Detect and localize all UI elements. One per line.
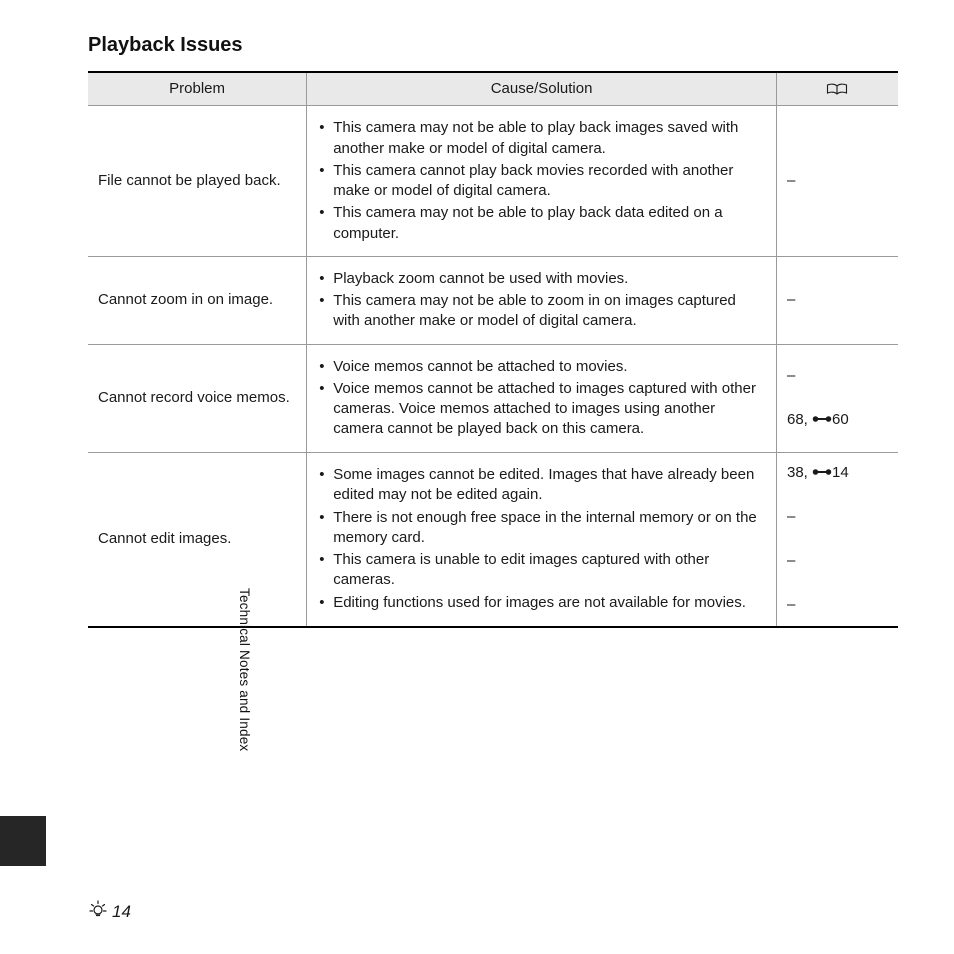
- cause-item: Editing functions used for images are no…: [317, 593, 766, 613]
- page-number: 14: [88, 899, 131, 924]
- cause-list: Voice memos cannot be attached to movies…: [317, 357, 766, 440]
- cell-reference: –: [776, 256, 898, 344]
- reference-line: –: [787, 366, 888, 386]
- cause-item: Voice memos cannot be attached to images…: [317, 379, 766, 440]
- col-header-reference: [776, 72, 898, 106]
- reference-line: 38, 14: [787, 463, 888, 483]
- col-header-problem: Problem: [88, 72, 307, 106]
- cell-problem: File cannot be played back.: [88, 106, 307, 257]
- cause-list: Some images cannot be edited. Images tha…: [317, 465, 766, 613]
- cause-item: This camera may not be able to play back…: [317, 203, 766, 244]
- cause-item: Voice memos cannot be attached to movies…: [317, 357, 766, 377]
- cause-item: Some images cannot be edited. Images tha…: [317, 465, 766, 506]
- side-tab: Technical Notes and Index: [0, 598, 46, 866]
- side-tab-label: Technical Notes and Index: [32, 588, 252, 751]
- reference-line: –: [787, 171, 888, 191]
- table-row: Cannot record voice memos.Voice memos ca…: [88, 344, 898, 452]
- cause-item: This camera may not be able to play back…: [317, 118, 766, 159]
- cause-item: Playback zoom cannot be used with movies…: [317, 269, 766, 289]
- cell-reference: – 68, 60: [776, 344, 898, 452]
- table-header-row: Problem Cause/Solution: [88, 72, 898, 106]
- troubleshoot-table: Problem Cause/Solution File cannot be pl…: [88, 71, 898, 628]
- cell-cause: Voice memos cannot be attached to movies…: [307, 344, 777, 452]
- reference-line: –: [787, 551, 888, 571]
- cell-cause: Playback zoom cannot be used with movies…: [307, 256, 777, 344]
- cause-item: This camera may not be able to zoom in o…: [317, 291, 766, 332]
- reference-tab-icon: [812, 464, 832, 481]
- cell-reference: 38, 14 – – –: [776, 452, 898, 627]
- cause-item: This camera cannot play back movies reco…: [317, 161, 766, 202]
- cause-list: This camera may not be able to play back…: [317, 118, 766, 244]
- page-number-value: 14: [112, 902, 131, 922]
- cause-item: There is not enough free space in the in…: [317, 508, 766, 549]
- manual-page: Playback Issues Problem Cause/Solution F…: [0, 0, 954, 954]
- section-title: Playback Issues: [88, 34, 898, 57]
- cause-item: This camera is unable to edit images cap…: [317, 550, 766, 591]
- cell-cause: Some images cannot be edited. Images tha…: [307, 452, 777, 627]
- table-row: Cannot zoom in on image. Playback zoom ca…: [88, 256, 898, 344]
- reference-line: –: [787, 507, 888, 527]
- book-open-icon: [826, 80, 848, 97]
- side-tab-bar: [0, 816, 46, 866]
- cell-problem: Cannot zoom in on image.: [88, 256, 307, 344]
- col-header-cause: Cause/Solution: [307, 72, 777, 106]
- cell-problem: Cannot record voice memos.: [88, 344, 307, 452]
- table-body: File cannot be played back.This camera m…: [88, 106, 898, 627]
- cause-list: Playback zoom cannot be used with movies…: [317, 269, 766, 332]
- cell-cause: This camera may not be able to play back…: [307, 106, 777, 257]
- reference-tab-icon: [812, 411, 832, 428]
- reference-line: 68, 60: [787, 410, 888, 430]
- reference-line: –: [787, 595, 888, 615]
- bulb-icon: [88, 899, 108, 924]
- reference-line: –: [787, 290, 888, 310]
- table-row: File cannot be played back.This camera m…: [88, 106, 898, 257]
- cell-reference: –: [776, 106, 898, 257]
